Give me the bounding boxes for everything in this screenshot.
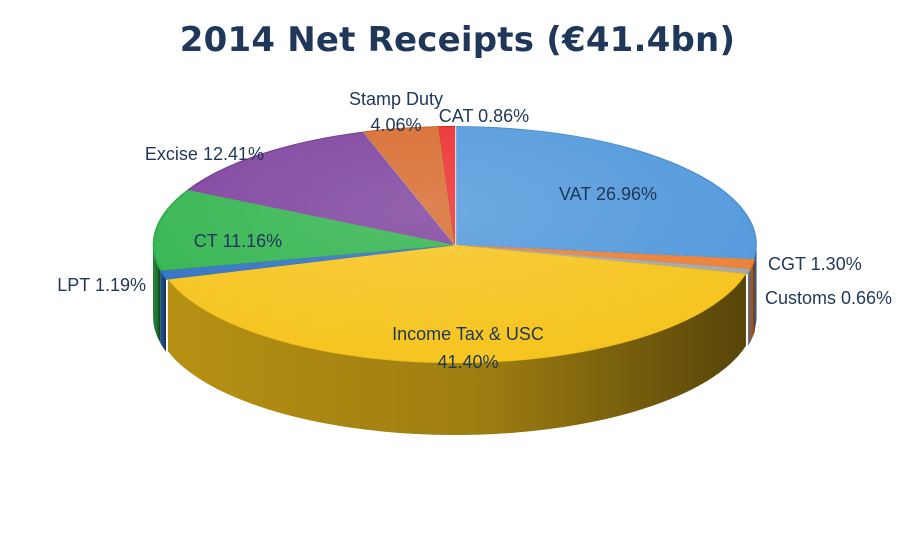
slice-label-stamp-duty: Stamp Duty 4.06% xyxy=(349,89,443,135)
slice-label-customs: Customs 0.66% xyxy=(765,288,892,308)
pie-side-shading-cgt xyxy=(750,259,755,342)
pie-top-shine xyxy=(155,127,755,363)
slice-label-income-tax-usc: Income Tax & USC 41.40% xyxy=(392,324,544,372)
slice-label-lpt: LPT 1.19% xyxy=(57,275,146,295)
pie-side-shading-income-tax-usc xyxy=(167,273,746,435)
slice-label-cgt: CGT 1.30% xyxy=(768,254,862,274)
slice-label-excise: Excise 12.41% xyxy=(145,144,264,164)
pie-side-shading-ct xyxy=(153,244,161,343)
chart-title: 2014 Net Receipts (€41.4bn) xyxy=(179,20,736,60)
pie-side-shading-lpt xyxy=(160,270,166,352)
pie-side-shading-customs xyxy=(747,269,751,346)
pie-side-shading-vat xyxy=(754,244,757,331)
slice-label-cat: CAT 0.86% xyxy=(439,106,529,126)
slice-label-ct: CT 11.16% xyxy=(194,231,282,251)
slice-label-vat: VAT 26.96% xyxy=(559,184,657,204)
